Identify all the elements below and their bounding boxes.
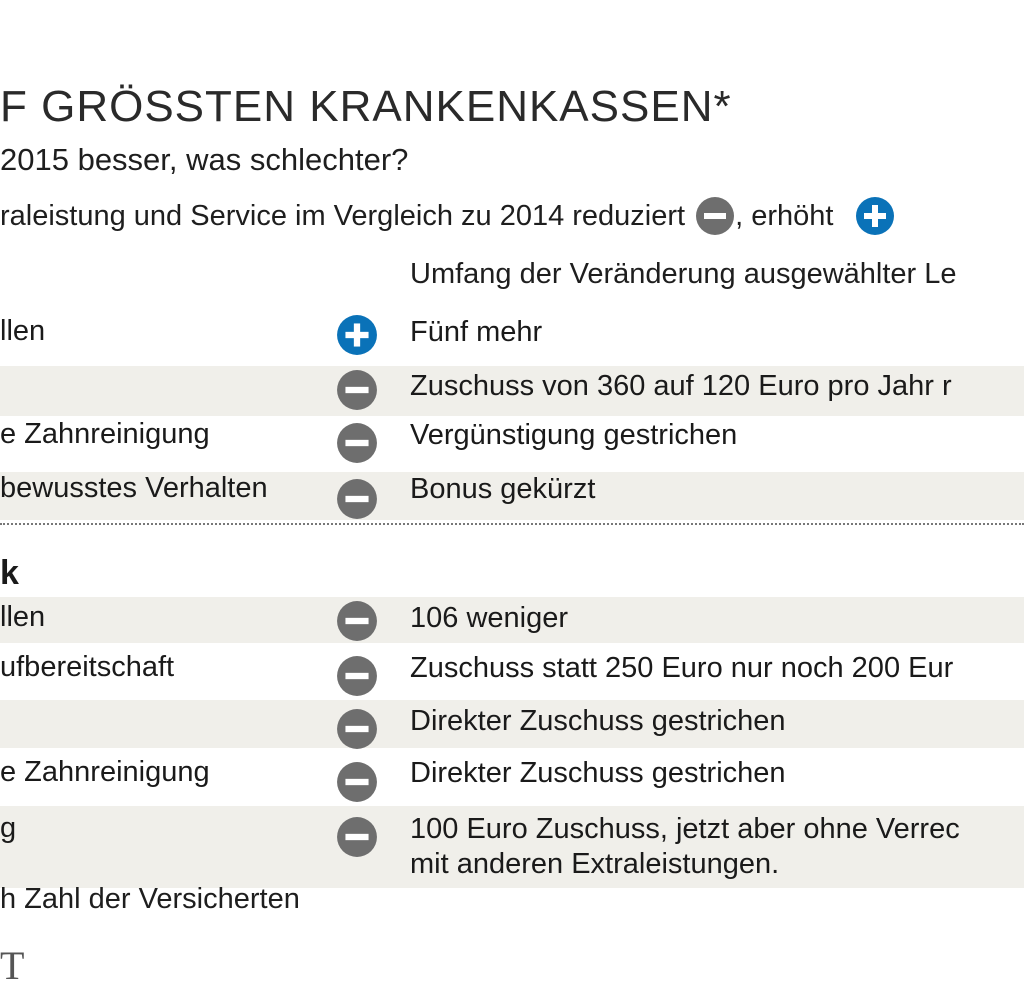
row-description: 106 weniger [410, 602, 568, 634]
table-row: Direkter Zuschuss gestrichen [0, 700, 1024, 750]
plus-icon [855, 196, 895, 236]
page-subtitle: 2015 besser, was schlechter? [0, 142, 409, 177]
minus-icon [695, 196, 735, 236]
table-row: llen 106 weniger [0, 597, 1024, 643]
row-label: bewusstes Verhalten [0, 472, 268, 504]
row-description-continued: mit anderen Extraleistungen. [410, 848, 780, 880]
minus-icon [336, 369, 378, 411]
row-label: e Zahnreinigung [0, 756, 210, 788]
legend-text: raleistung und Service im Vergleich zu 2… [0, 199, 686, 232]
table-row: ufbereitschaft Zuschuss statt 250 Euro n… [0, 645, 1024, 697]
table-row: Zuschuss von 360 auf 120 Euro pro Jahr r [0, 366, 1024, 416]
row-description: Vergünstigung gestrichen [410, 419, 738, 451]
minus-icon [336, 761, 378, 803]
column-header: Umfang der Veränderung ausgewählter Le [410, 258, 957, 290]
table-row: e Zahnreinigung Direkter Zuschuss gestri… [0, 752, 1024, 804]
row-description: Fünf mehr [410, 316, 543, 348]
footnote: h Zahl der Versicherten [0, 883, 300, 915]
row-label: llen [0, 601, 46, 633]
minus-icon [336, 478, 378, 520]
minus-icon [336, 708, 378, 750]
plus-icon [336, 314, 378, 356]
row-label: llen [0, 315, 46, 347]
section-divider [0, 523, 1024, 525]
page-title: F GRÖSSTEN KRANKENKASSEN* [0, 82, 732, 131]
minus-icon [336, 422, 378, 464]
row-label: g [0, 812, 17, 844]
row-description: Direkter Zuschuss gestrichen [410, 757, 786, 789]
row-label: ufbereitschaft [0, 651, 175, 683]
row-description: Zuschuss von 360 auf 120 Euro pro Jahr r [410, 370, 952, 402]
row-label: e Zahnreinigung [0, 418, 210, 450]
minus-icon [336, 816, 378, 858]
table-row: bewusstes Verhalten Bonus gekürzt [0, 472, 1024, 520]
legend-line: raleistung und Service im Vergleich zu 2… [0, 196, 895, 236]
minus-icon [336, 600, 378, 642]
legend-raised-text: , erhöht [735, 199, 834, 232]
minus-icon [336, 655, 378, 697]
row-description: 100 Euro Zuschuss, jetzt aber ohne Verre… [410, 813, 960, 845]
row-description: Bonus gekürzt [410, 473, 596, 505]
table-row: llen Fünf mehr [0, 312, 1024, 360]
row-description: Zuschuss statt 250 Euro nur noch 200 Eur [410, 652, 954, 684]
table-row: e Zahnreinigung Vergünstigung gestrichen [0, 418, 1024, 470]
section-heading: k [0, 554, 19, 592]
row-description: Direkter Zuschuss gestrichen [410, 705, 786, 737]
table-row: g 100 Euro Zuschuss, jetzt aber ohne Ver… [0, 806, 1024, 888]
publisher-logo: T [0, 943, 25, 988]
